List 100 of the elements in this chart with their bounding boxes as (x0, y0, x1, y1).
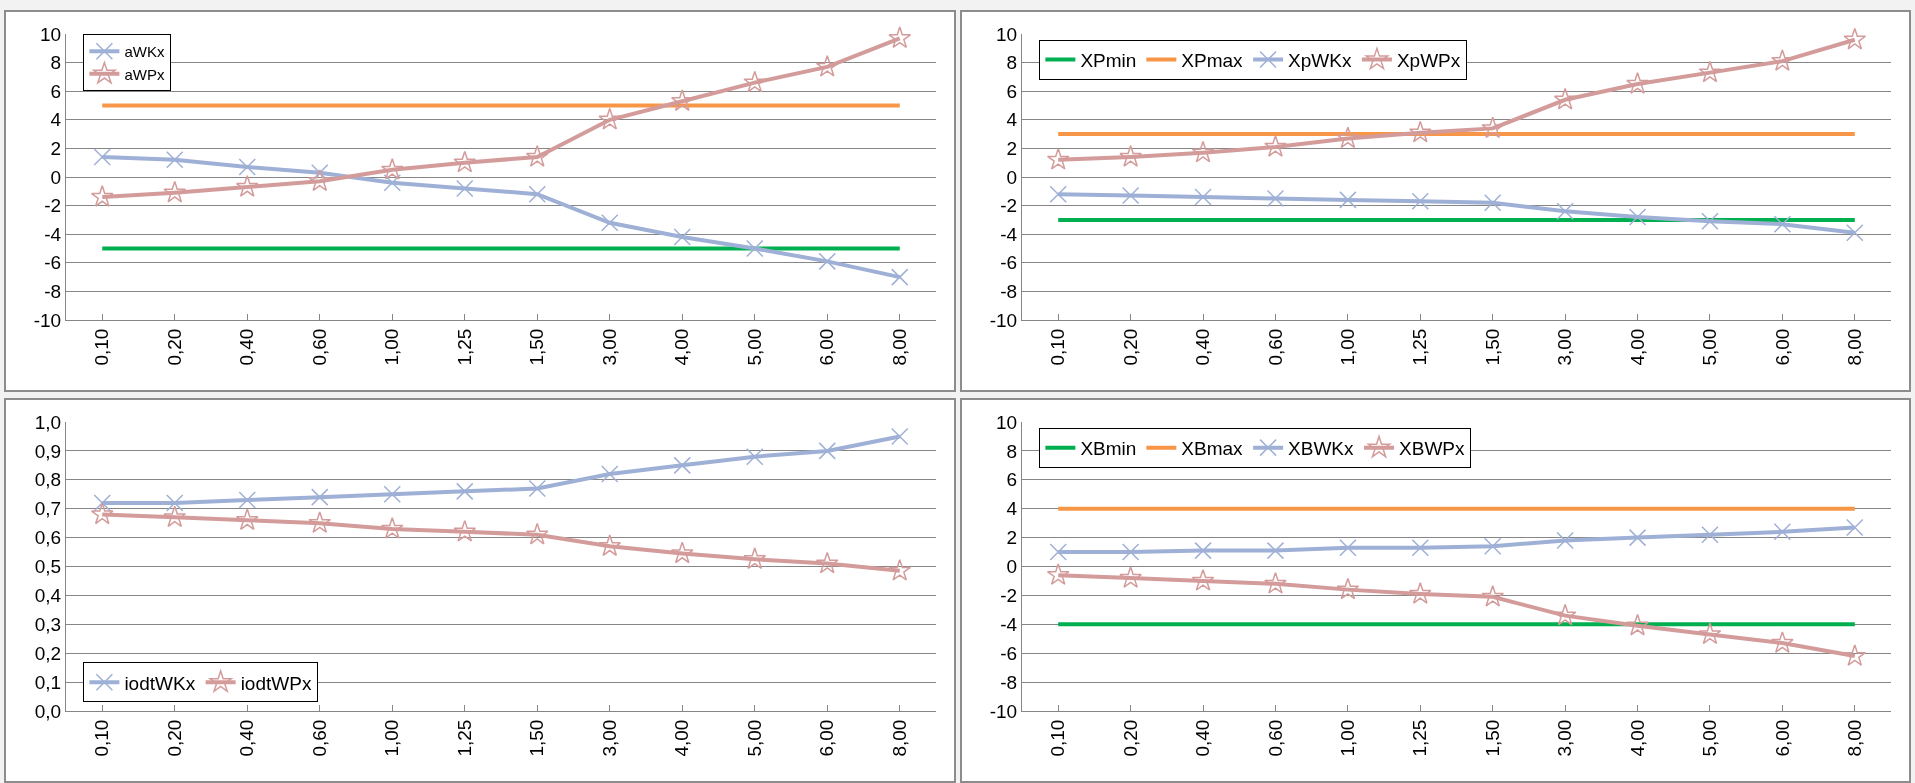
x-tick-label: 8,00 (888, 719, 910, 757)
point (90, 502, 114, 525)
x-tick-label: 0,60 (1264, 328, 1286, 366)
y-tick-label: 0,5 (34, 556, 62, 578)
point (308, 511, 332, 533)
x-tick-label: 4,00 (671, 719, 693, 757)
point (815, 54, 839, 77)
point (1628, 208, 1647, 226)
point (1701, 525, 1719, 544)
point (1121, 543, 1140, 561)
x-tick-label: 1,50 (526, 328, 548, 366)
x-tick-label: 1,50 (1481, 328, 1503, 366)
y-tick-label: -4 (44, 223, 62, 245)
point (670, 541, 694, 564)
x-tick-label: 0,40 (236, 719, 258, 757)
legend-label: XBmin (1080, 438, 1137, 460)
legend-label: iodtWKx (124, 672, 196, 694)
x-tick-label: 8,00 (888, 328, 910, 366)
point (1773, 523, 1792, 541)
point (1191, 140, 1215, 163)
x-tick-label: 0,60 (1264, 719, 1286, 757)
point (1553, 603, 1577, 626)
point (1411, 192, 1430, 211)
point (1194, 541, 1212, 560)
x-tick-label: 3,00 (598, 719, 620, 757)
point (891, 427, 909, 446)
x-tick-label: 1,25 (453, 719, 475, 757)
point (815, 551, 839, 574)
y-tick-label: 2 (50, 138, 62, 160)
x-tick-label: 1,25 (1409, 719, 1431, 757)
point (1628, 528, 1647, 547)
y-tick-label: 4 (1006, 498, 1018, 520)
x-tick-label: 4,00 (1626, 719, 1648, 757)
legend-label: XBWPx (1399, 438, 1465, 460)
point (1843, 27, 1867, 50)
y-tick-label: 2 (1006, 138, 1018, 160)
y-tick-label: -6 (1000, 252, 1018, 274)
x-tick-label: 5,00 (1699, 719, 1721, 757)
y-tick-label: -6 (44, 252, 62, 274)
point (1191, 569, 1215, 591)
x-tick-label: 1,00 (381, 719, 403, 757)
point (1411, 538, 1430, 557)
y-tick-label: -10 (33, 309, 62, 331)
point (1264, 571, 1287, 594)
point (1339, 191, 1357, 209)
point (1846, 224, 1864, 242)
x-tick-label: 0,20 (1119, 328, 1141, 366)
point (1264, 135, 1287, 157)
x-tick-label: 0,20 (163, 328, 185, 366)
x-tick-label: 0,20 (1119, 719, 1141, 757)
y-tick-label: -10 (989, 700, 1018, 722)
x-tick-label: 0,60 (308, 719, 330, 757)
y-tick-label: 8 (50, 52, 62, 74)
x-tick-label: 6,00 (816, 719, 838, 757)
legend-label: iodtWPx (240, 672, 312, 694)
point (818, 252, 836, 271)
x-tick-label: 0,40 (1192, 328, 1214, 366)
y-tick-label: 0,2 (34, 642, 62, 664)
x-tick-label: 1,00 (1337, 328, 1359, 366)
point (453, 519, 477, 542)
point (1266, 189, 1285, 208)
y-tick-label: 8 (1006, 52, 1018, 74)
point (1049, 185, 1067, 203)
point (1049, 543, 1067, 561)
point (166, 494, 184, 512)
point (1339, 538, 1357, 557)
legend-label: XPmax (1181, 49, 1244, 71)
legend-label: aWPx (124, 65, 165, 83)
legend-label: XpWPx (1396, 49, 1461, 71)
point (311, 163, 329, 182)
point (601, 465, 619, 483)
y-tick-label: 0,3 (34, 613, 62, 635)
y-tick-label: 0,8 (34, 469, 62, 491)
y-tick-label: -4 (1000, 613, 1018, 635)
y-tick-label: 0,1 (34, 671, 62, 693)
y-tick-label: 0 (50, 166, 62, 188)
y-tick-label: 6 (1006, 469, 1018, 491)
y-tick-label: -4 (1000, 223, 1018, 245)
point (1701, 212, 1719, 231)
point (235, 175, 259, 197)
point (308, 169, 332, 192)
point (1408, 582, 1432, 604)
point (746, 447, 764, 466)
x-tick-label: 6,00 (1771, 328, 1793, 366)
point (1408, 120, 1432, 143)
point (456, 482, 474, 501)
x-tick-label: 3,00 (1554, 719, 1576, 757)
y-tick-label: 10 (996, 23, 1018, 45)
point (93, 494, 111, 512)
point (1121, 186, 1140, 205)
point (528, 479, 546, 498)
y-tick-label: 10 (996, 411, 1018, 433)
x-tick-label: 5,00 (743, 328, 765, 366)
x-tick-label: 0,40 (236, 328, 258, 366)
y-tick-label: 4 (1006, 109, 1018, 131)
y-tick-label: 1,0 (34, 411, 62, 433)
y-tick-label: 2 (1006, 527, 1018, 549)
point (818, 442, 836, 460)
point (235, 508, 259, 531)
point (1483, 193, 1502, 212)
